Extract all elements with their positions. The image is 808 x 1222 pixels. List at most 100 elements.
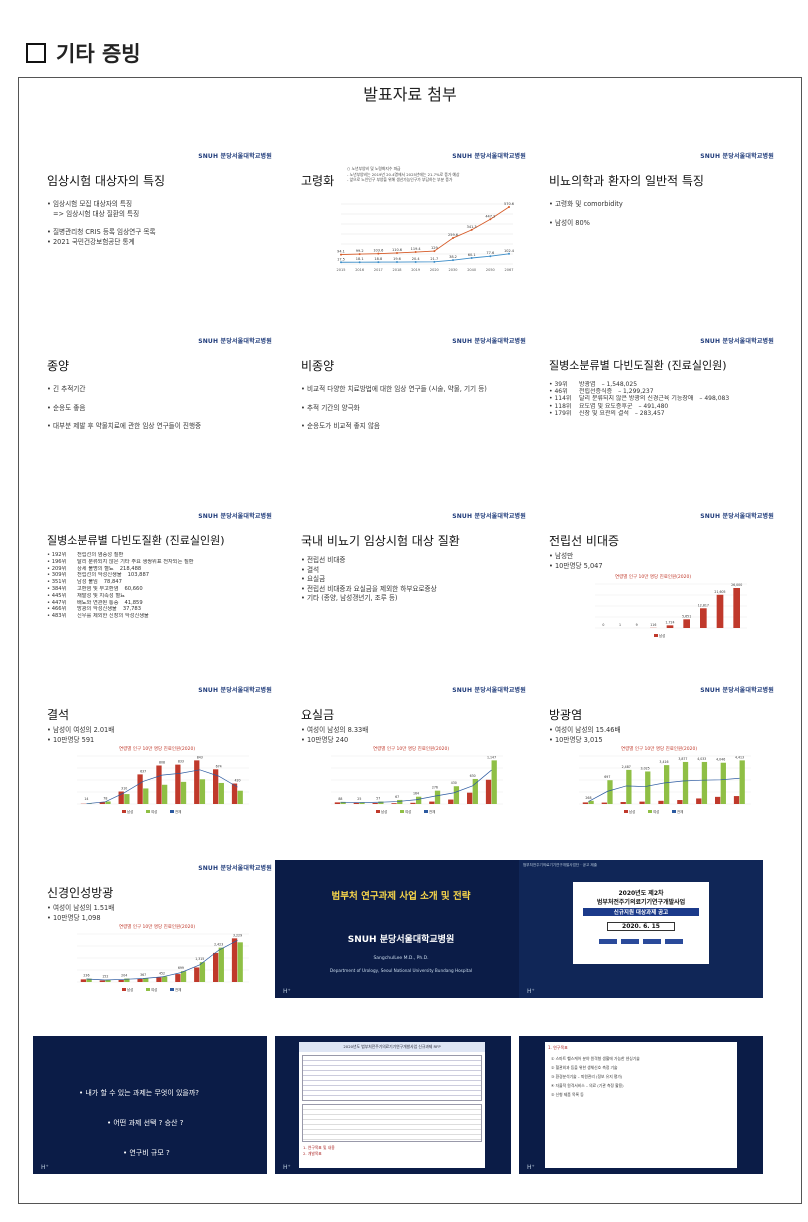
section-heading: 기타 증빙 — [26, 38, 141, 68]
chart-title: 연령별 인구 10만 명당 진료인원(2020) — [373, 747, 450, 752]
logo: SNUH 분당서울대학교병원 — [700, 687, 774, 694]
data-label: 5,651 — [682, 614, 691, 618]
data-label: 3,229 — [233, 933, 242, 937]
tick-label: 2067 — [505, 268, 514, 272]
slide-14: 범부처 연구과제 사업 소개 및 전략 SNUH 분당서울대학교병원 Sangc… — [275, 860, 527, 998]
data-label: 129 — [431, 246, 438, 250]
hp-logo: H⁺ — [283, 988, 291, 995]
data-label: 119.4 — [411, 247, 422, 251]
bph-bar-chart: 0 1 9 116 1,724 5,651 12,817 21,605 26,000 남성 — [595, 583, 747, 638]
slide-title: 결석 — [47, 708, 70, 722]
logo: SNUH 분당서울대학교병원 — [700, 153, 774, 160]
data-label: 21,605 — [714, 590, 725, 594]
data-label: 367 — [140, 973, 146, 977]
data-label: 637 — [140, 769, 146, 773]
data-label: 99.2 — [356, 249, 364, 253]
bar-female — [720, 762, 726, 804]
series-line-s2 — [340, 253, 510, 263]
data-label: 1,315 — [195, 957, 204, 961]
bar-male — [715, 796, 721, 804]
data-label: 18.8 — [374, 257, 382, 261]
slide-title: 범부처 연구과제 사업 소개 및 전략 — [331, 891, 471, 902]
legend-entry: 여성 — [653, 809, 659, 814]
logo: SNUH 분당서울대학교병원 — [700, 338, 774, 345]
stone-bar-chart: 14 78 310 637 808 833 843 674 420 남성 여성 전체 — [77, 755, 249, 814]
data-label: 833 — [178, 760, 184, 764]
bar-male — [410, 802, 416, 804]
point — [396, 251, 398, 254]
tick-label: 2015 — [337, 268, 346, 272]
rank-row: • 192위 전립선의 염증성 질환 — [47, 552, 124, 558]
legend-entry: 남성 — [629, 809, 635, 814]
legend-entry: 여성 — [151, 987, 157, 992]
point — [433, 260, 436, 263]
point — [340, 261, 342, 264]
logo: SNUH 분당서울대학교병원 — [452, 153, 526, 160]
slide-title: 비종양 — [301, 359, 335, 373]
slide-4: SNUH 분당서울대학교병원 종양 • 긴 추적기간 • 순응도 좋음 • 대부… — [33, 333, 276, 471]
slide-5: SNUH 분당서울대학교병원 비종양 • 비교적 다양한 치료방법에 대한 임상… — [287, 333, 530, 471]
rank-row: • 118위 요도염 및 요도증후군 – 491,480 — [549, 402, 669, 410]
data-label: 808 — [159, 760, 165, 764]
logo: SNUH 분당서울대학교병원 — [198, 687, 272, 694]
bar-male — [334, 802, 341, 804]
bar-male — [118, 791, 124, 804]
data-label: 674 — [216, 764, 222, 768]
data-label: 1,724 — [665, 620, 674, 624]
bar-male — [156, 977, 162, 982]
slide-title: 종양 — [47, 359, 70, 373]
slide-bullets: • 남성이 여성의 2.01배 • 10만명당 591 — [47, 726, 115, 744]
bar-male — [99, 980, 105, 982]
point — [358, 261, 361, 264]
data-label: 276 — [432, 786, 438, 790]
legend-swatch — [122, 988, 126, 991]
logo: SNUH 분당서울대학교병원 — [198, 338, 272, 345]
logo: SNUH 분당서울대학교병원 — [452, 513, 526, 520]
slide-15: 범부처전주기의료기기연구개발사업단 · 공고 제출 2020년도 제2차 범부처… — [519, 860, 763, 998]
data-label: 570.6 — [504, 202, 514, 206]
data-label: 204 — [121, 974, 127, 978]
slide-12: SNUH 분당서울대학교병원 방광염 • 여성이 남성의 15.46배 • 10… — [535, 682, 778, 820]
rfp-detail: 1. 연구목표 ① 스마트 헬스케어 분야 원격형 생활에 가능한 센싱기술 ②… — [545, 1042, 737, 1168]
bar-male — [467, 792, 473, 804]
bar — [733, 588, 740, 628]
bar-female — [86, 978, 92, 982]
point — [470, 256, 473, 259]
bar — [683, 619, 690, 628]
point — [377, 261, 380, 264]
data-label: 103.6 — [373, 249, 383, 253]
point — [508, 252, 510, 255]
logo: SNUH 분당서울대학교병원 — [700, 513, 774, 520]
data-label: 447.2 — [485, 214, 495, 218]
legend-swatch — [170, 988, 174, 991]
bar-male — [231, 783, 238, 804]
slide-title: 신경인성방광 — [47, 886, 114, 900]
data-label: 17.5 — [337, 257, 345, 261]
hp-logo: H⁺ — [283, 1164, 291, 1171]
bar-female — [124, 794, 130, 804]
checkbox-icon — [26, 43, 46, 63]
data-label: 0 — [602, 623, 604, 627]
department: Department of Urology, Seoul National Un… — [329, 968, 473, 973]
slide-title: 고령화 — [301, 174, 335, 188]
data-label: 78 — [103, 797, 107, 801]
data-label: 60.1 — [468, 253, 476, 257]
slide-3: SNUH 분당서울대학교병원 비뇨의학과 환자의 일반적 특징 • 고령화 및 … — [535, 148, 778, 286]
rank-row: • 179위 신장 및 요관의 결석 – 283,457 — [549, 409, 665, 417]
data-label: 268 — [585, 796, 591, 800]
slide-bullets: • 여성이 남성의 8.33배 • 10만명당 240 — [301, 726, 369, 744]
data-label: 236 — [83, 974, 89, 978]
logo: SNUH 분당서울대학교병원 — [198, 513, 272, 520]
point — [452, 259, 454, 262]
bar-male — [194, 967, 200, 982]
tick-label: 2016 — [355, 268, 364, 272]
slide-16: • 내가 할 수 있는 과제는 무엇이 있을까? • 어떤 과제 선택 ? 승산… — [33, 1036, 267, 1174]
slide-bullets: • 여성이 남성의 1.51배 • 10만명당 1,098 — [47, 904, 115, 922]
bar-female — [340, 801, 346, 804]
total-line — [588, 777, 740, 802]
logo: SNUH 분당서울대학교병원 — [198, 153, 272, 160]
bar-female — [682, 761, 689, 804]
bar-female — [416, 796, 422, 804]
chart-title: 연령별 인구 10만 명당 진료인원(2020) — [615, 575, 692, 580]
bar-male — [696, 798, 702, 804]
